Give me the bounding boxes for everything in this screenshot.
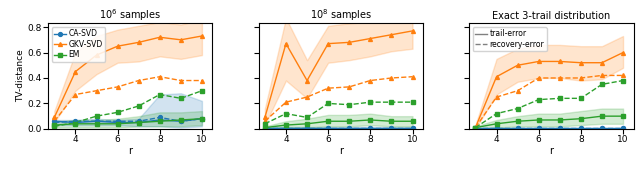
- Title: $10^6$ samples: $10^6$ samples: [99, 7, 161, 23]
- Legend: trail-error, recovery-error: trail-error, recovery-error: [473, 27, 547, 51]
- X-axis label: r: r: [339, 146, 343, 156]
- X-axis label: r: r: [128, 146, 132, 156]
- Title: Exact 3-trail distribution: Exact 3-trail distribution: [492, 11, 611, 21]
- Legend: CA-SVD, GKV-SVD, EM: CA-SVD, GKV-SVD, EM: [52, 27, 105, 62]
- Title: $10^8$ samples: $10^8$ samples: [310, 7, 372, 23]
- Y-axis label: TV-distance: TV-distance: [15, 50, 24, 102]
- X-axis label: r: r: [549, 146, 554, 156]
